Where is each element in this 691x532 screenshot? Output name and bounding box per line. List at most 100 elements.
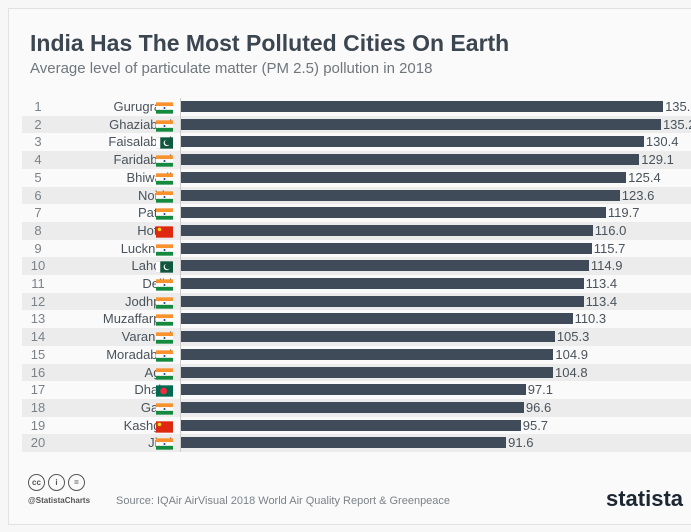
value-label: 130.4 [645, 134, 679, 150]
bar-row: 3 Faisalabad 130.4 [22, 133, 691, 151]
rank-label: 8 [34, 222, 42, 238]
twitter-handle: @StatistaCharts [28, 496, 91, 505]
bar [181, 242, 592, 254]
bar-row: 7 Patna 119.7 [22, 204, 691, 222]
value-label: 129.1 [641, 152, 674, 168]
bar [181, 260, 589, 272]
cc-icon: cc [28, 474, 45, 491]
bar-row: 18 Gaya 96.6 [22, 398, 691, 417]
axis-line [180, 98, 181, 452]
bar-row: 1 Gurugram 135.8 [22, 98, 691, 116]
rank-label: 5 [34, 169, 42, 185]
city-label: Faisalabad [108, 134, 172, 150]
bar [181, 348, 554, 360]
india-flag-icon [156, 243, 173, 256]
bar-row: 9 Lucknow 115.7 [22, 240, 691, 258]
city-label: Patna [138, 205, 172, 221]
bar [181, 419, 521, 431]
bar [181, 331, 555, 343]
city-label: Delhi [52, 275, 172, 293]
bar [181, 118, 661, 130]
rank-label: 7 [34, 205, 42, 221]
statista-logo: statista [606, 486, 684, 511]
bar-row: 6 Noida 123.6 [22, 186, 691, 205]
bar [181, 366, 554, 378]
bar [181, 189, 620, 201]
bar [181, 437, 507, 449]
rank-label: 4 [34, 152, 42, 168]
bar [181, 313, 573, 325]
bar-row: 19 Kashgar 95.7 [22, 417, 691, 435]
value-label: 123.6 [621, 187, 655, 203]
rank-label: 10 [30, 258, 46, 274]
value-label: 96.6 [525, 399, 552, 415]
city-label: Jind [52, 434, 172, 452]
value-label: 97.1 [527, 382, 554, 398]
rank-label: 14 [30, 329, 46, 345]
bar-row: 4 Faridabad 129.1 [22, 151, 691, 169]
india-flag-icon [156, 207, 173, 220]
city-label: Ghaziabad [109, 116, 172, 132]
bangladesh-flag-icon [156, 384, 173, 397]
rank-label: 18 [30, 399, 46, 415]
bar [181, 101, 664, 112]
city-label: Jodhpur [125, 293, 172, 309]
bar-row: 20 Jind 91.6 [22, 434, 691, 452]
india-flag-icon [156, 278, 173, 291]
city-label: Kashgar [123, 417, 172, 433]
rank-label: 3 [34, 134, 42, 150]
city-label: Varanasi [121, 329, 172, 345]
rank-label: 16 [30, 364, 46, 380]
bar [181, 207, 606, 219]
rank-label: 6 [34, 187, 42, 203]
city-label: Hotan [137, 222, 172, 238]
value-label: 119.7 [607, 205, 640, 221]
city-label: Dhaka [134, 382, 172, 398]
india-flag-icon [156, 190, 173, 203]
city-label: Bhiwadi [126, 169, 172, 185]
bar-row: 2 Ghaziabad 135.2 [22, 115, 691, 134]
bar [181, 224, 593, 236]
bar [181, 154, 640, 166]
value-label: 105.3 [556, 329, 590, 345]
city-label: Muzaffarpur [102, 311, 172, 327]
value-label: 135.8 [665, 99, 691, 114]
chart-title: India Has The Most Polluted Cities On Ea… [30, 30, 510, 56]
bar-row: 10 Lahore 114.9 [22, 257, 691, 275]
value-label: 91.6 [508, 435, 534, 451]
value-label: 116.0 [594, 222, 627, 238]
value-label: 113.4 [585, 293, 618, 309]
india-flag-icon [156, 367, 173, 380]
pakistan-flag-icon [156, 260, 173, 273]
rank-label: 19 [30, 417, 46, 433]
rank-label: 15 [30, 346, 46, 362]
india-flag-icon [156, 296, 173, 309]
bar-row: 12 Jodhpur 113.4 [22, 292, 691, 311]
india-flag-icon [156, 313, 173, 327]
rank-label: 9 [34, 240, 42, 256]
attribution-icon: i [48, 474, 65, 491]
china-flag-icon [156, 225, 173, 238]
city-label: Lucknow [120, 240, 172, 256]
india-flag-icon [156, 331, 173, 344]
value-label: 135.2 [662, 116, 691, 132]
city-label: Gurugram [113, 99, 172, 114]
bar [181, 401, 524, 413]
india-flag-icon [156, 172, 173, 185]
no-derivatives-icon: = [68, 474, 85, 491]
rank-label: 13 [30, 311, 46, 327]
city-label: Agra [52, 364, 172, 382]
bar-row: 13 Muzaffarpur 110.3 [22, 310, 691, 328]
license-icons: cc i = [28, 474, 85, 491]
city-label: Moradabad [106, 346, 172, 362]
india-flag-icon [156, 437, 173, 450]
bar [181, 384, 526, 396]
chart-subtitle: Average level of particulate matter (PM … [30, 60, 433, 77]
value-label: 125.4 [628, 169, 661, 185]
india-flag-icon [156, 402, 173, 415]
rank-label: 11 [31, 276, 45, 291]
india-flag-icon [156, 119, 173, 132]
value-label: 104.9 [555, 346, 588, 362]
bar-row: 16 Agra 104.8 [22, 363, 691, 382]
